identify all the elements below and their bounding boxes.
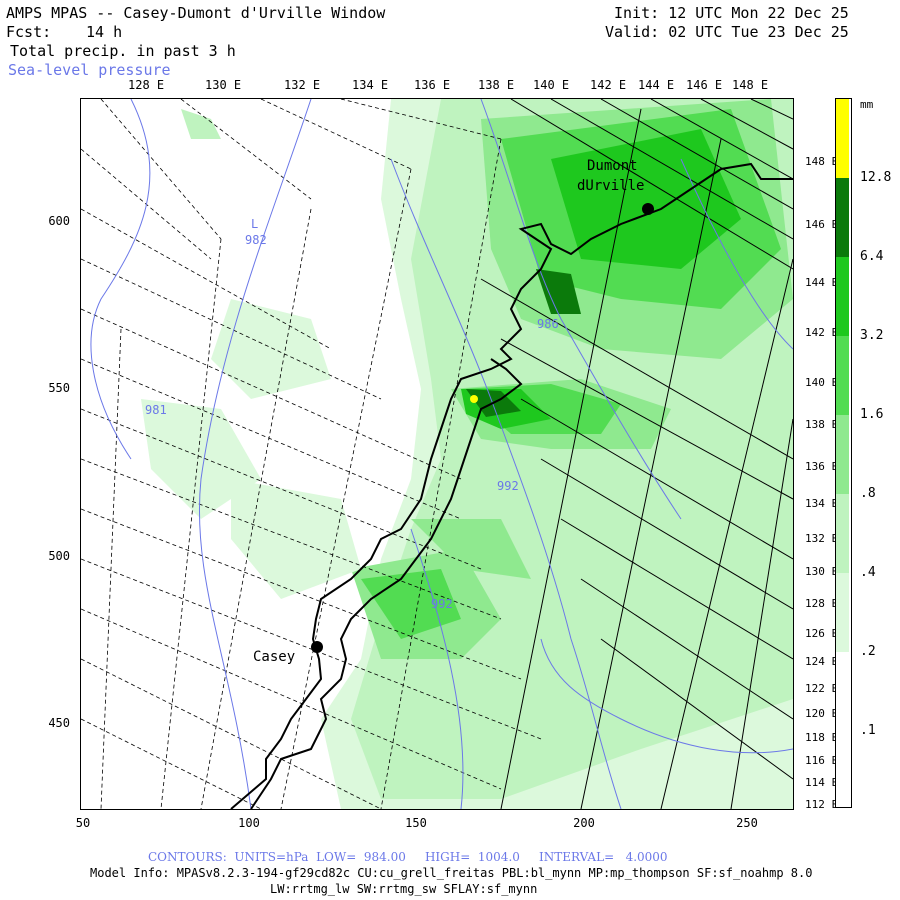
right-lat-label: 122 E <box>805 682 839 695</box>
field-name: Total precip. in past 3 h <box>10 42 236 60</box>
slp-contours <box>90 99 793 809</box>
right-lat-label: 146 E <box>805 218 839 231</box>
overlay-name: Sea-level pressure <box>8 61 171 79</box>
slp-contour-label: 981 <box>145 403 167 417</box>
top-lon-label: 138 E <box>478 78 515 92</box>
dumont-label-line2: dUrville <box>577 178 645 194</box>
top-lon-label: 142 E <box>590 78 627 92</box>
colorbar-segment <box>836 415 849 494</box>
slp-contour-label: 992 <box>431 597 453 611</box>
top-lon-label: 140 E <box>533 78 570 92</box>
right-lat-label: 136 E <box>805 460 839 473</box>
coastline <box>230 162 793 809</box>
colorbar-label: .1 <box>860 723 876 738</box>
right-lat-label: 140 E <box>805 376 839 389</box>
top-lon-label: 132 E <box>284 78 321 92</box>
right-lat-label: 124 E <box>805 655 839 668</box>
slp-contour-label: 982 <box>245 233 267 247</box>
valid-time: Valid: 02 UTC Tue 23 Dec 25 <box>605 23 849 41</box>
colorbar-segment <box>836 652 849 805</box>
colorbar-frame <box>835 98 852 808</box>
colorbar-label: 1.6 <box>860 407 884 422</box>
colorbar-label: 12.8 <box>860 170 892 185</box>
contour-info: CONTOURS: UNITS=hPa LOW= 984.00 HIGH= 10… <box>148 850 668 864</box>
casey-label: Casey <box>253 649 296 665</box>
dumont-station-marker <box>642 203 654 215</box>
colorbar-label: .2 <box>860 644 876 659</box>
forecast-label: Fcst: <box>6 23 52 41</box>
map-canvas <box>81 99 793 809</box>
x-tick-label: 100 <box>238 816 260 830</box>
right-lat-label: 116 E <box>805 754 839 767</box>
colorbar-label: 6.4 <box>860 249 884 264</box>
y-tick-label: 500 <box>48 549 70 563</box>
top-lon-label: 148 E <box>732 78 769 92</box>
right-lat-label: 120 E <box>805 707 839 720</box>
top-lon-label: 136 E <box>414 78 451 92</box>
x-tick-label: 200 <box>573 816 595 830</box>
x-tick-label: 150 <box>405 816 427 830</box>
map-title: AMPS MPAS -- Casey-Dumont d'Urville Wind… <box>6 4 386 22</box>
y-tick-label: 550 <box>48 381 70 395</box>
right-lat-label: 134 E <box>805 497 839 510</box>
colorbar-segment <box>836 257 849 336</box>
right-lat-label: 132 E <box>805 532 839 545</box>
y-tick-label: 600 <box>48 214 70 228</box>
top-lon-label: 130 E <box>205 78 242 92</box>
colorbar-label: .8 <box>860 486 876 501</box>
right-lat-label: 118 E <box>805 731 839 744</box>
right-lat-label: 126 E <box>805 627 839 640</box>
right-lat-label: 128 E <box>805 597 839 610</box>
top-lon-label: 144 E <box>638 78 675 92</box>
top-lon-label: 128 E <box>128 78 165 92</box>
init-time: Init: 12 UTC Mon 22 Dec 25 <box>614 4 849 22</box>
right-lat-label: 112 E <box>805 798 839 811</box>
casey-station-marker <box>311 641 323 653</box>
dumont-label-line1: Dumont <box>587 158 638 174</box>
right-lat-label: 144 E <box>805 276 839 289</box>
colorbar-segment <box>836 336 849 415</box>
right-lat-label: 114 E <box>805 776 839 789</box>
map-panel: Casey Dumont dUrville L 982 981 986 992 … <box>80 98 794 810</box>
colorbar-segment <box>836 494 849 573</box>
model-info-line2: LW:rrtmg_lw SW:rrtmg_sw SFLAY:sf_mynn <box>270 882 538 896</box>
x-tick-label: 50 <box>75 816 91 830</box>
slp-contour-label: 992 <box>497 479 519 493</box>
colorbar-segment <box>836 178 849 257</box>
right-lat-label: 130 E <box>805 565 839 578</box>
top-lon-label: 146 E <box>686 78 723 92</box>
right-lat-label: 148 E <box>805 155 839 168</box>
colorbar-segment <box>836 99 849 178</box>
slp-low-marker: L <box>251 217 259 231</box>
colorbar-unit: mm <box>860 98 874 111</box>
top-lon-label: 134 E <box>352 78 389 92</box>
right-lat-label: 138 E <box>805 418 839 431</box>
forecast-hours: 14 h <box>86 23 123 41</box>
y-tick-label: 450 <box>48 716 70 730</box>
colorbar-label: .4 <box>860 565 876 580</box>
x-tick-label: 250 <box>736 816 758 830</box>
colorbar-segment <box>836 573 849 652</box>
slp-contour-label: 986 <box>537 317 559 331</box>
precip-max-spot <box>470 395 478 403</box>
colorbar-label: 3.2 <box>860 328 884 343</box>
precip-shading <box>141 99 793 809</box>
right-lat-label: 142 E <box>805 326 839 339</box>
model-info: Model Info: MPASv8.2.3-194-gf29cd82c CU:… <box>90 866 813 880</box>
graticule-solid <box>480 99 793 809</box>
